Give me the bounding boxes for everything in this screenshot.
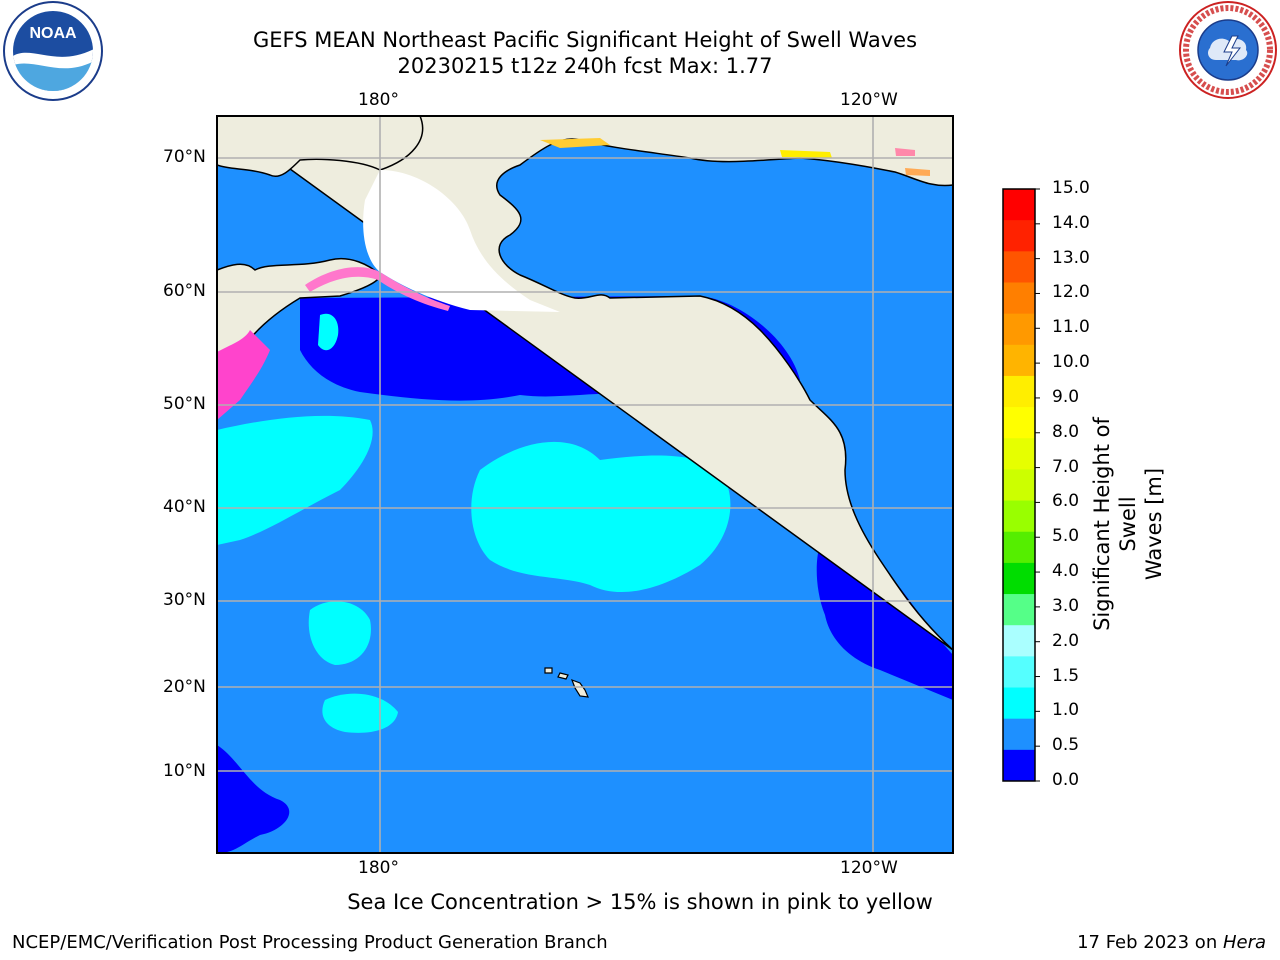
hawaii-islands	[544, 667, 589, 698]
map-frame	[216, 115, 954, 854]
colorbar-segment	[1003, 220, 1035, 252]
colorbar-segment	[1003, 251, 1035, 283]
colorbar-segment	[1003, 656, 1035, 689]
low-swell-southwest	[217, 745, 290, 853]
colorbar-tick-label: 5.0	[1052, 526, 1080, 547]
footer-date-text: 17 Feb 2023 on	[1077, 932, 1223, 953]
colorbar-tick-label: 0.5	[1052, 735, 1080, 756]
colorbar-segment	[1003, 562, 1035, 595]
sea-ice-edge-west	[217, 330, 270, 420]
colorbar-tick-label: 9.0	[1052, 386, 1080, 407]
swell-west-1-5	[217, 415, 373, 545]
swell-patch-3	[318, 313, 339, 351]
footer-date: 17 Feb 2023 on Hera	[1077, 932, 1266, 953]
swell-patch-2	[322, 693, 398, 733]
colorbar-tick-label: 6.0	[1052, 491, 1080, 512]
colorbar-label-line-1: Significant Height of Swell	[1090, 417, 1140, 631]
colorbar-tick-label: 11.0	[1052, 317, 1090, 338]
sea-ice-edge-bering	[305, 267, 450, 311]
colorbar-segment	[1003, 500, 1035, 533]
low-swell-california	[816, 544, 953, 700]
siberia-north-land	[217, 116, 424, 177]
colorbar-segment	[1003, 282, 1035, 315]
colorbar-tick-label: 0.0	[1052, 770, 1080, 790]
lon-label-bottom-120w: 120°W	[840, 858, 898, 878]
noaa-logo-icon: NOAA	[3, 1, 103, 101]
colorbar-frame	[1002, 188, 1036, 782]
chart-title: GEFS MEAN Northeast Pacific Significant …	[252, 28, 918, 52]
colorbar-tick-label: 8.0	[1052, 421, 1080, 442]
lat-label-20n: 20°N	[163, 677, 206, 697]
lat-label-10n: 10°N	[163, 761, 206, 781]
lon-label-top-120w: 120°W	[840, 90, 898, 110]
colorbar-segment	[1003, 749, 1035, 782]
swell-central-1-5	[471, 441, 731, 593]
colorbar-tick-label: 1.0	[1052, 700, 1080, 721]
colorbar-segment	[1003, 718, 1035, 751]
footer-host: Hera	[1222, 932, 1266, 953]
lon-label-bottom-180: 180°	[358, 858, 399, 878]
colorbar-label-line-2: Waves [m]	[1142, 467, 1166, 581]
colorbar-tick-label: 14.0	[1052, 212, 1090, 233]
colorbar-segment	[1003, 344, 1035, 377]
colorbar-tick-label: 10.0	[1052, 352, 1090, 373]
colorbar-tick-label: 15.0	[1052, 178, 1090, 198]
lat-label-30n: 30°N	[163, 590, 206, 610]
colorbar-label: Significant Height of Swell Waves [m]	[1089, 409, 1167, 639]
footer-credit: NCEP/EMC/Verification Post Processing Pr…	[12, 932, 608, 953]
colorbar-tick-label: 3.0	[1052, 595, 1080, 616]
colorbar-segment	[1003, 687, 1035, 720]
sea-ice-note: Sea Ice Concentration > 15% is shown in …	[347, 890, 933, 914]
colorbar-segment	[1003, 594, 1035, 626]
colorbar-tick-label: 13.0	[1052, 247, 1090, 268]
swell-patch-1	[308, 601, 371, 665]
sea-ice-edge-arctic-3	[895, 148, 915, 156]
lat-label-60n: 60°N	[163, 281, 206, 301]
colorbar-tick-label: 4.0	[1052, 561, 1080, 582]
lat-label-70n: 70°N	[163, 147, 206, 167]
sea-ice-bering	[363, 170, 560, 312]
colorbar-segment	[1003, 531, 1035, 564]
sea-ice-edge-arctic-1	[540, 138, 610, 148]
colorbar-segment	[1003, 469, 1035, 502]
colorbar-segment	[1003, 189, 1035, 221]
colorbar	[1002, 188, 1040, 782]
colorbar-tick-label: 12.0	[1052, 282, 1090, 303]
graticule	[217, 116, 953, 853]
colorbar-tick-label: 1.5	[1052, 665, 1080, 686]
colorbar-segment	[1003, 375, 1035, 408]
colorbar-tick-label: 2.0	[1052, 630, 1080, 651]
chart-subtitle: 20230215 t12z 240h fcst Max: 1.77	[397, 54, 773, 78]
lat-label-40n: 40°N	[163, 497, 206, 517]
colorbar-segment	[1003, 313, 1035, 346]
colorbar-segment	[1003, 438, 1035, 470]
nws-logo-icon	[1179, 1, 1277, 99]
colorbar-segment	[1003, 407, 1035, 439]
sea-ice-edge-arctic-2	[780, 150, 832, 158]
lon-label-top-180: 180°	[358, 90, 399, 110]
noaa-logo-text: NOAA	[29, 25, 77, 42]
colorbar-segment	[1003, 625, 1035, 657]
sea-ice-edge-arctic-4	[905, 168, 930, 176]
lat-label-50n: 50°N	[163, 394, 206, 414]
colorbar-tick-label: 7.0	[1052, 456, 1080, 477]
